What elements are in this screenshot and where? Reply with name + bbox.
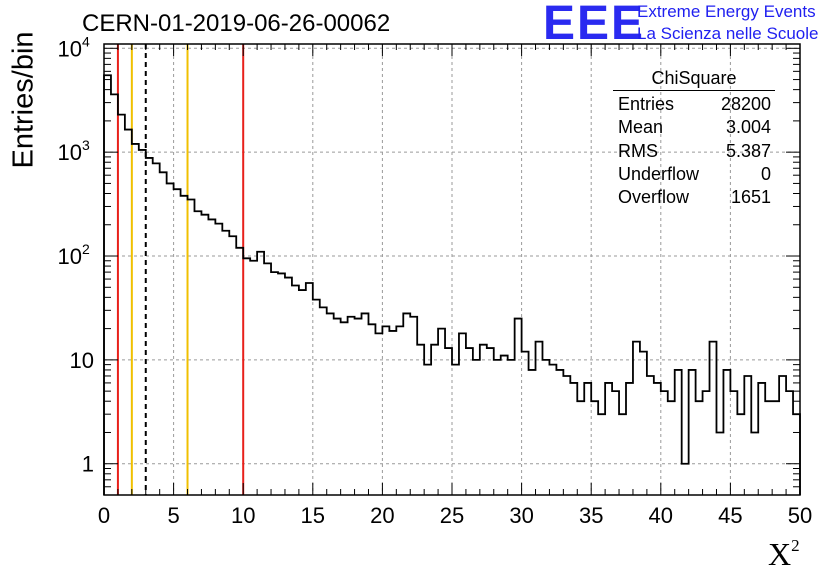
x-tick-label: 25 (440, 503, 464, 528)
x-tick-label: 45 (718, 503, 742, 528)
stats-label: Overflow (618, 187, 690, 208)
y-tick-label: 10 (58, 36, 82, 61)
x-tick-label: 50 (788, 503, 812, 528)
x-tick-label: 0 (98, 503, 110, 528)
stats-label: RMS (618, 140, 658, 161)
stats-row-overflow: Overflow 1651 (613, 186, 775, 209)
stats-label: Underflow (618, 163, 700, 184)
stats-row-rms: RMS 5.387 (613, 140, 775, 163)
stats-label: Mean (618, 117, 664, 138)
stats-box: ChiSquare Entries 28200 Mean 3.004 RMS 5.38… (613, 68, 775, 209)
y-tick-label: 10 (58, 244, 82, 269)
y-tick-exponent: 2 (82, 241, 90, 257)
logo-line-2: La Scienza nelle Scuole (637, 24, 819, 43)
x-tick-label: 40 (649, 503, 673, 528)
x-tick-label: 10 (231, 503, 255, 528)
stats-row-mean: Mean 3.004 (613, 116, 775, 139)
chart-title: CERN-01-2019-06-26-00062 (82, 10, 391, 37)
stats-label: Entries (618, 94, 675, 114)
stats-value: 3.004 (725, 117, 771, 138)
histogram-series (103, 74, 801, 495)
y-tick-exponent: 4 (82, 33, 90, 49)
y-tick-exponent: 3 (82, 137, 90, 153)
stats-value: 5.387 (725, 140, 771, 161)
x-tick-label: 5 (167, 503, 179, 528)
y-tick-label: 10 (58, 140, 82, 165)
stats-value: 1651 (730, 187, 771, 208)
y-axis-label: Entries/bin (7, 31, 40, 169)
x-axis-label-base: X (768, 536, 792, 572)
eee-logo: EEE (543, 0, 646, 50)
stats-value: 28200 (720, 94, 771, 114)
x-axis-label-exponent: 2 (791, 536, 800, 555)
stats-value: 0 (760, 163, 771, 184)
logo-line-1: Extreme Energy Events (637, 2, 816, 21)
x-tick-label: 15 (301, 503, 325, 528)
y-tick-label: 1 (82, 452, 94, 477)
stats-row-underflow: Underflow 0 (613, 163, 775, 186)
stats-row-entries: Entries 28200 (613, 93, 775, 116)
x-axis-label: X2 (768, 536, 800, 573)
x-tick-label: 30 (509, 503, 533, 528)
y-tick-label: 10 (70, 348, 94, 373)
stats-box-title: ChiSquare (613, 68, 775, 91)
x-tick-label: 20 (370, 503, 394, 528)
x-tick-label: 35 (579, 503, 603, 528)
